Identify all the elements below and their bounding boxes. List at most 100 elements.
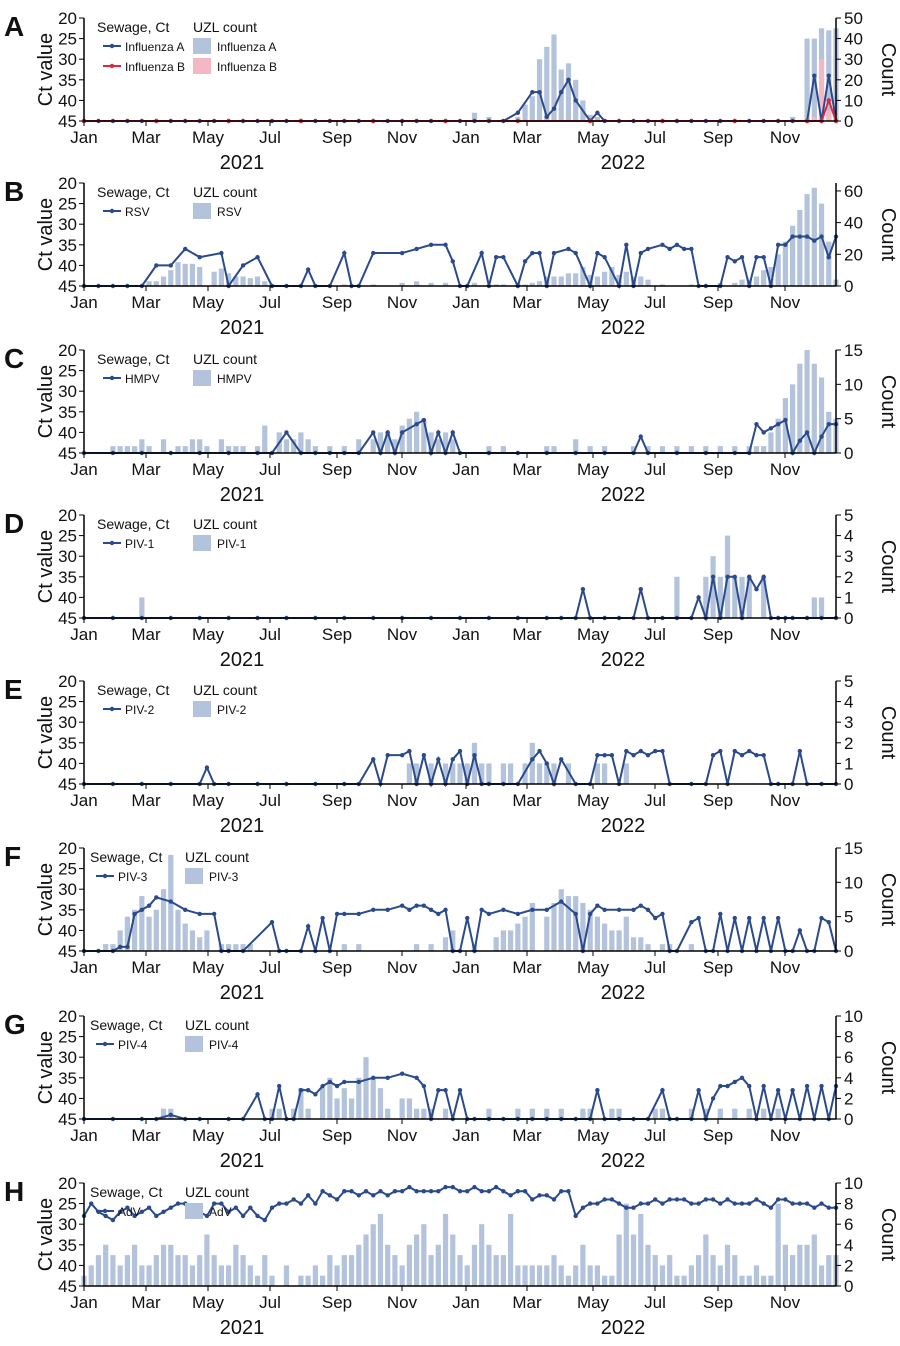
left-tick-label: 40 <box>58 1089 77 1108</box>
legend-line-label: Influenza B <box>125 60 185 74</box>
x-tick-label: May <box>577 1293 610 1312</box>
count-bar <box>602 1275 608 1286</box>
ct-point <box>732 1079 737 1085</box>
count-bar <box>428 1108 434 1119</box>
legend-bar-title: UZL count <box>185 1017 249 1033</box>
ct-point <box>566 1189 571 1194</box>
ct-point <box>240 263 246 268</box>
ct-point <box>255 1213 260 1219</box>
count-bar <box>414 411 420 453</box>
ct-point <box>544 1193 549 1198</box>
x-tick-label: May <box>577 625 610 644</box>
ct-point <box>812 73 817 78</box>
left-tick-label: 45 <box>58 609 77 628</box>
count-bar <box>717 446 723 453</box>
panel-label: D <box>4 508 24 539</box>
legend-line-label: PIV-2 <box>125 703 155 717</box>
ct-point <box>407 1184 412 1190</box>
ct-line <box>84 896 837 952</box>
right-tick-label: 10 <box>844 375 863 394</box>
count-bar <box>428 763 434 784</box>
ct-point <box>125 1205 130 1210</box>
count-bar <box>674 1275 680 1286</box>
right-tick-label: 1 <box>844 754 853 773</box>
ct-line <box>84 418 836 457</box>
ct-point <box>399 903 405 908</box>
left-tick-label: 20 <box>58 672 77 691</box>
ct-point <box>761 574 766 579</box>
bar-series <box>471 28 839 122</box>
ct-point <box>298 1087 304 1093</box>
x-tick-label: Sep <box>322 460 352 479</box>
count-bar <box>515 923 521 951</box>
count-bar <box>536 1265 543 1286</box>
x-tick-label: Jan <box>70 460 97 479</box>
ct-point <box>262 1217 267 1223</box>
legend-line-marker <box>109 540 115 546</box>
count-bar <box>508 930 514 951</box>
ct-point <box>559 757 564 762</box>
left-tick-label: 25 <box>58 693 77 712</box>
ct-point <box>320 1083 325 1089</box>
count-bar <box>659 1108 666 1119</box>
count-bar <box>189 930 196 951</box>
count-bar <box>240 446 246 453</box>
count-bar <box>797 209 803 286</box>
count-bar <box>565 1275 572 1286</box>
year-label: 2021 <box>220 152 265 174</box>
y-right-label: Count <box>877 706 899 760</box>
ct-line-series <box>81 573 839 622</box>
count-bar <box>587 446 593 453</box>
legend-line-label: Influenza A <box>125 40 184 54</box>
count-bar <box>175 909 181 951</box>
count-bar <box>414 281 420 286</box>
count-bar <box>88 1265 94 1286</box>
count-bar <box>790 384 796 453</box>
count-bar <box>717 1108 723 1119</box>
left-tick-label: 30 <box>58 50 77 69</box>
count-bar <box>500 1255 506 1286</box>
count-bar <box>775 1203 781 1286</box>
right-tick-label: 30 <box>844 50 863 69</box>
ct-point <box>725 1197 730 1202</box>
right-tick-label: 40 <box>844 30 863 49</box>
count-bar <box>356 944 362 951</box>
count-bar <box>493 937 499 951</box>
left-tick-label: 35 <box>58 1069 77 1088</box>
count-bar <box>594 276 600 286</box>
count-bar <box>724 1244 731 1286</box>
y-left-label: Ct value <box>35 33 57 106</box>
ct-point <box>399 1189 405 1194</box>
count-bar <box>652 1108 658 1119</box>
x-tick-label: Jul <box>644 958 666 977</box>
count-bar <box>587 909 593 951</box>
left-tick-label: 20 <box>58 9 77 28</box>
ct-point <box>689 919 694 925</box>
legend-bar-title: UZL count <box>185 1184 249 1200</box>
count-bar <box>471 742 478 784</box>
ct-point <box>638 434 643 439</box>
ct-point <box>537 748 542 754</box>
x-tick-label: Sep <box>322 791 352 810</box>
count-bar <box>341 1255 347 1286</box>
count-bar <box>746 1275 752 1286</box>
count-bar <box>479 1224 485 1286</box>
ct-point <box>660 748 665 754</box>
legend-bar-swatch <box>193 370 211 386</box>
count-bar <box>377 1213 384 1286</box>
panel-label: H <box>4 1176 24 1207</box>
count-bar <box>442 282 449 286</box>
count-bar <box>471 1244 478 1286</box>
right-tick-label: 60 <box>844 182 863 201</box>
ct-point <box>183 246 188 252</box>
count-bar <box>182 446 188 453</box>
x-tick-label: Jul <box>259 1126 281 1145</box>
ct-point <box>197 911 202 917</box>
count-bar <box>399 1098 405 1119</box>
x-tick-label: Jan <box>70 958 97 977</box>
ct-point <box>154 1213 159 1219</box>
count-bar <box>522 104 528 121</box>
ct-point <box>631 1205 636 1210</box>
count-bar <box>544 916 550 951</box>
